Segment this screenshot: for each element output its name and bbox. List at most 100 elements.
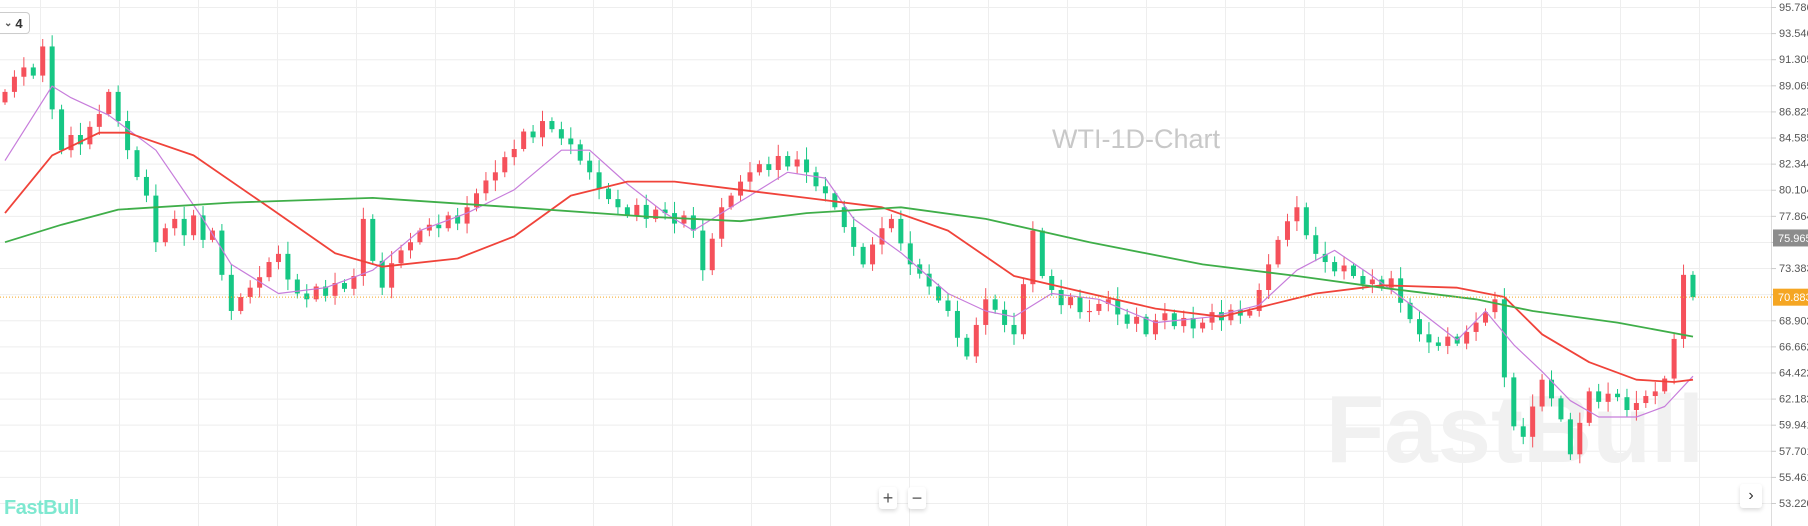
candle-body bbox=[1039, 230, 1045, 277]
candle-body bbox=[785, 155, 791, 167]
candle-body bbox=[936, 286, 942, 301]
candle-body bbox=[1152, 320, 1158, 335]
candle-body bbox=[172, 218, 178, 229]
candle-body bbox=[643, 204, 649, 219]
candle-body bbox=[492, 172, 498, 181]
candle-body bbox=[1049, 276, 1055, 290]
candle-body bbox=[285, 253, 291, 280]
candle-body bbox=[228, 274, 234, 311]
candle-body bbox=[1002, 309, 1008, 325]
candle-body bbox=[87, 126, 93, 145]
candle-body bbox=[351, 276, 357, 289]
candle-body bbox=[191, 215, 197, 236]
candle-body bbox=[709, 238, 715, 271]
candle-body bbox=[1086, 310, 1092, 313]
candle-body bbox=[341, 283, 347, 289]
candle-body bbox=[1256, 289, 1262, 311]
candle-body bbox=[511, 148, 517, 158]
candle-body bbox=[1360, 276, 1366, 285]
candle-body bbox=[1181, 317, 1187, 327]
zoom-in-button[interactable]: + bbox=[879, 487, 897, 509]
candle-body bbox=[1313, 235, 1319, 254]
candle-body bbox=[1652, 391, 1658, 397]
candle-body bbox=[954, 310, 960, 338]
candle-body bbox=[247, 287, 253, 297]
candle-body bbox=[238, 296, 244, 311]
candle-body bbox=[21, 67, 27, 77]
minus-icon: − bbox=[911, 488, 923, 508]
candle-body bbox=[1483, 312, 1489, 323]
candle-body bbox=[1492, 299, 1498, 313]
candle-body bbox=[1388, 278, 1394, 288]
candle-body bbox=[851, 227, 857, 247]
ma-mid-line bbox=[4, 131, 1694, 383]
candle-body bbox=[983, 299, 989, 325]
interval-selector[interactable]: ⌄ 4 bbox=[0, 12, 30, 34]
candle-body bbox=[417, 230, 423, 243]
candle-body bbox=[106, 91, 112, 115]
candle-body bbox=[304, 293, 310, 300]
candle-body bbox=[907, 243, 913, 265]
price-tick-label: 53.220 bbox=[1779, 498, 1808, 510]
candle-body bbox=[275, 253, 281, 263]
marker-price-label: 75.965 bbox=[1778, 233, 1808, 245]
candle-body bbox=[30, 67, 36, 76]
candle-body bbox=[389, 263, 395, 288]
price-tick-label: 73.383 bbox=[1779, 263, 1808, 275]
candle-body bbox=[181, 218, 187, 236]
candle-body bbox=[1011, 324, 1017, 335]
candle-body bbox=[879, 228, 885, 245]
candle-body bbox=[323, 286, 329, 296]
last-price-tag: 70.883 bbox=[1773, 288, 1808, 306]
candle-body bbox=[898, 218, 904, 244]
candle-body bbox=[1558, 398, 1564, 420]
candle-body bbox=[1143, 316, 1149, 335]
candle-body bbox=[860, 246, 866, 265]
candle-body bbox=[1266, 264, 1272, 290]
candle-body bbox=[1030, 230, 1036, 285]
plus-icon: + bbox=[882, 488, 894, 508]
chevron-down-icon: ⌄ bbox=[4, 17, 13, 29]
zoom-out-button[interactable]: − bbox=[908, 487, 926, 509]
candle-body bbox=[49, 46, 55, 110]
candle-body bbox=[40, 46, 46, 76]
candle-body bbox=[1303, 207, 1309, 236]
candle-body bbox=[332, 283, 338, 296]
candle-body bbox=[1407, 302, 1413, 320]
candle-body bbox=[219, 230, 225, 275]
candle-body bbox=[1615, 393, 1621, 398]
price-tick-label: 86.825 bbox=[1779, 106, 1808, 118]
scroll-right-button[interactable]: › bbox=[1740, 484, 1762, 508]
candle-body bbox=[1435, 342, 1441, 346]
candle-body bbox=[407, 242, 413, 251]
candle-body bbox=[464, 207, 470, 224]
candle-body bbox=[870, 244, 876, 265]
candle-body bbox=[1596, 391, 1602, 402]
candle-body bbox=[813, 172, 819, 187]
candle-body bbox=[1294, 207, 1300, 222]
candle-body bbox=[945, 300, 951, 311]
price-tick-label: 84.585 bbox=[1779, 133, 1808, 145]
price-axis[interactable]: 95.786 93.546 91.305 89.065 86.825 84.585 82.3… bbox=[1771, 2, 1808, 510]
candle-body bbox=[1426, 334, 1432, 343]
candle-body bbox=[1200, 322, 1206, 329]
candle-body bbox=[11, 76, 17, 92]
candle-body bbox=[398, 250, 404, 264]
candle-body bbox=[728, 195, 734, 208]
chevron-right-icon: › bbox=[1748, 487, 1754, 504]
candle-body bbox=[662, 209, 668, 214]
candle-body bbox=[634, 204, 640, 216]
candle-body bbox=[1020, 284, 1026, 335]
candle-body bbox=[615, 199, 621, 208]
candle-body bbox=[370, 218, 376, 261]
price-tick-label: 82.344 bbox=[1779, 159, 1808, 171]
chart-title-watermark: WTI-1D-Chart bbox=[1052, 124, 1220, 154]
interval-label: 4 bbox=[15, 15, 23, 31]
price-tick-label: 80.104 bbox=[1779, 185, 1808, 197]
watermark: WTI-1D-Chart FastBull bbox=[1052, 124, 1704, 483]
candle-body bbox=[540, 121, 546, 138]
candle-body bbox=[1473, 322, 1479, 332]
candle-body bbox=[1501, 299, 1507, 378]
candle-body bbox=[1662, 378, 1668, 392]
